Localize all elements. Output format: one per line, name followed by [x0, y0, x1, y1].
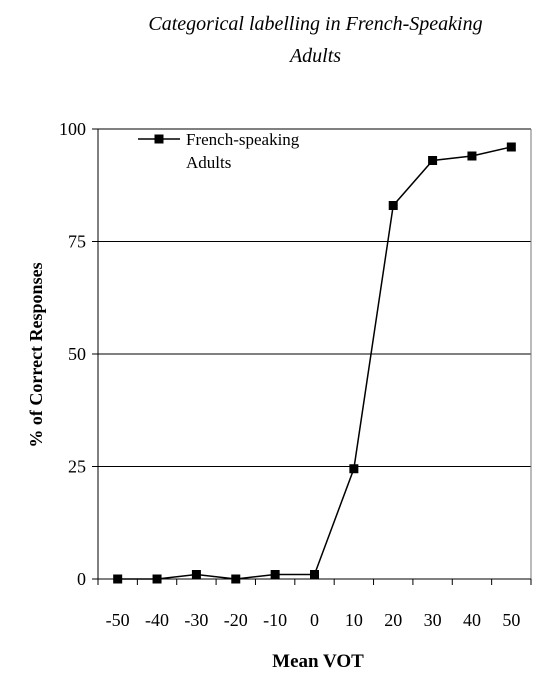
chart-title-line-2: Adults: [289, 45, 342, 67]
x-tick-labels: -50 -40 -30 -20 -10 0 10 20 30 40 50: [106, 610, 521, 630]
legend-marker: [154, 134, 164, 144]
data-point: [349, 464, 359, 474]
y-axis-label: % of Correct Responses: [26, 262, 46, 447]
x-tick-label: 50: [502, 610, 520, 630]
x-tick-label: -50: [106, 610, 130, 630]
x-tick-label: 30: [424, 610, 442, 630]
y-tick-label: 25: [68, 457, 86, 477]
legend-label-line-1: French-speaking: [186, 130, 300, 149]
data-point: [231, 574, 241, 584]
x-tick-label: -40: [145, 610, 169, 630]
x-tick-label: -10: [263, 610, 287, 630]
data-point: [310, 570, 319, 579]
chart-title-line-1: Categorical labelling in French-Speaking: [148, 13, 483, 35]
x-axis-label: Mean VOT: [272, 651, 364, 672]
x-tick-label: 10: [345, 610, 363, 630]
axes: [92, 128, 532, 585]
data-point: [113, 574, 123, 584]
y-tick-label: 0: [77, 569, 86, 589]
x-tick-label: 40: [463, 610, 481, 630]
data-point: [428, 156, 438, 165]
x-tick-label: -20: [224, 610, 248, 630]
data-point: [506, 142, 516, 152]
y-tick-label: 100: [59, 119, 86, 139]
x-tick-label: -30: [184, 610, 208, 630]
data-point: [388, 201, 398, 210]
chart-title: Categorical labelling in French-Speaking…: [90, 8, 541, 72]
x-tick-label: 20: [384, 610, 402, 630]
legend: French-speaking Adults: [138, 130, 300, 172]
data-point: [191, 570, 201, 579]
data-point: [467, 151, 477, 161]
y-tick-label: 75: [68, 232, 86, 252]
data-point: [152, 574, 162, 584]
y-tick-label: 50: [68, 344, 86, 364]
legend-label-line-2: Adults: [186, 153, 231, 172]
data-point: [270, 570, 280, 579]
series-line: [117, 146, 512, 580]
x-tick-label: 0: [310, 610, 319, 630]
gridlines: [98, 128, 531, 467]
y-tick-labels: 0 25 50 75 100: [59, 119, 86, 589]
series-layer: [113, 142, 516, 584]
